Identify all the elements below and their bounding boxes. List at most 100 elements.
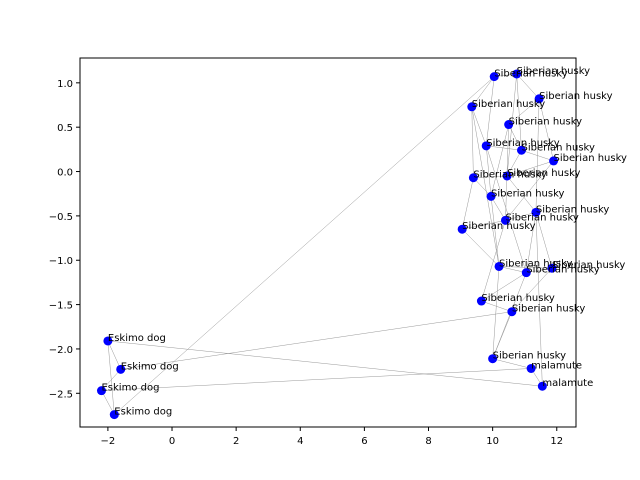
x-axis: −2 0 2 4 6 8 10 12 bbox=[101, 427, 563, 447]
point-label: Siberian husky bbox=[512, 304, 585, 315]
edge-line bbox=[516, 73, 540, 99]
edge-line bbox=[462, 220, 506, 230]
edge-layer bbox=[101, 73, 554, 415]
point-label: Siberian husky bbox=[507, 168, 580, 179]
y-tick-label: −2.0 bbox=[49, 345, 73, 356]
data-point bbox=[507, 307, 517, 317]
edge-line bbox=[486, 145, 522, 151]
x-tick-label: −2 bbox=[101, 436, 116, 447]
edge-line bbox=[107, 340, 543, 387]
point-label: Siberian husky bbox=[526, 265, 599, 276]
edge-line bbox=[516, 73, 522, 151]
edge-line bbox=[485, 145, 527, 273]
edge-line bbox=[506, 175, 537, 213]
edge-line bbox=[492, 272, 527, 359]
edge-line bbox=[101, 368, 532, 391]
data-point bbox=[467, 102, 477, 112]
data-point bbox=[486, 191, 496, 201]
edge-line bbox=[499, 266, 552, 269]
point-label: Siberian husky bbox=[486, 138, 559, 149]
point-layer bbox=[96, 69, 559, 420]
edge-line bbox=[471, 106, 487, 146]
point-label: Siberian husky bbox=[493, 351, 566, 362]
data-point bbox=[481, 141, 491, 151]
point-label: Siberian husky bbox=[499, 258, 572, 269]
edge-line bbox=[462, 229, 500, 267]
data-point bbox=[502, 171, 512, 181]
edge-line bbox=[498, 266, 527, 273]
data-point bbox=[116, 364, 126, 374]
y-tick-label: −2.5 bbox=[49, 389, 73, 400]
point-label: Siberian husky bbox=[517, 66, 590, 77]
data-point bbox=[457, 224, 467, 234]
edge-line bbox=[107, 340, 121, 370]
y-axis: −2.5 −2.0 −1.5 −1.0 −0.5 0.0 0.5 1.0 bbox=[49, 79, 80, 400]
edge-line bbox=[535, 212, 543, 387]
edge-line bbox=[521, 150, 554, 162]
edge-line bbox=[481, 300, 512, 312]
y-tick-label: 1.0 bbox=[57, 79, 73, 90]
axes-frame bbox=[79, 57, 577, 428]
edge-line bbox=[505, 160, 554, 221]
edge-line bbox=[481, 272, 527, 302]
edge-line bbox=[471, 106, 500, 267]
point-label: Eskimo dog bbox=[108, 333, 166, 344]
x-tick-label: 2 bbox=[233, 436, 239, 447]
point-label: Eskimo dog bbox=[114, 407, 172, 418]
edge-line bbox=[526, 212, 537, 273]
point-label: Siberian husky bbox=[509, 117, 582, 128]
data-point bbox=[537, 381, 547, 391]
y-tick-label: 0.5 bbox=[57, 123, 73, 134]
x-tick-label: 8 bbox=[425, 436, 431, 447]
data-point bbox=[549, 156, 559, 166]
edge-line bbox=[508, 98, 540, 125]
point-label: Siberian husky bbox=[505, 212, 578, 223]
edge-line bbox=[485, 76, 495, 146]
edge-line bbox=[107, 340, 115, 415]
data-point bbox=[494, 261, 504, 271]
data-point bbox=[534, 94, 544, 104]
edge-line bbox=[471, 106, 474, 178]
edge-line bbox=[490, 196, 500, 267]
point-label: malamute bbox=[531, 360, 582, 371]
data-point bbox=[547, 263, 557, 273]
edge-line bbox=[461, 177, 474, 230]
x-tick-label: 10 bbox=[486, 436, 499, 447]
x-tick-label: 6 bbox=[361, 436, 367, 447]
point-label: Eskimo dog bbox=[121, 361, 179, 372]
edge-line bbox=[473, 175, 508, 178]
data-point bbox=[516, 145, 526, 155]
edge-line bbox=[492, 358, 532, 369]
data-point bbox=[109, 410, 119, 420]
point-label: Siberian husky bbox=[462, 221, 535, 232]
edge-line bbox=[120, 311, 512, 370]
edge-line bbox=[506, 150, 522, 177]
data-point bbox=[468, 173, 478, 183]
edge-line bbox=[114, 76, 495, 415]
data-point bbox=[476, 296, 486, 306]
edge-line bbox=[508, 124, 522, 151]
data-point bbox=[500, 215, 510, 225]
point-label: Siberian husky bbox=[494, 69, 567, 80]
y-tick-label: −1.0 bbox=[49, 256, 73, 267]
point-label: Siberian husky bbox=[552, 260, 625, 271]
point-label: Siberian husky bbox=[521, 142, 594, 153]
point-label: Siberian husky bbox=[536, 204, 609, 215]
edge-line bbox=[471, 76, 495, 107]
y-tick-label: −1.5 bbox=[49, 301, 73, 312]
edge-line bbox=[490, 196, 506, 221]
y-tick-label: 0.0 bbox=[57, 168, 73, 179]
y-tick-label: −0.5 bbox=[49, 212, 73, 223]
data-point bbox=[488, 354, 498, 364]
edge-line bbox=[511, 268, 553, 312]
x-tick-label: 4 bbox=[297, 436, 303, 447]
data-point bbox=[521, 268, 531, 278]
edge-line bbox=[535, 212, 553, 269]
data-point bbox=[489, 72, 499, 82]
data-point bbox=[504, 120, 514, 130]
data-point bbox=[526, 363, 536, 373]
point-label: Siberian husky bbox=[473, 170, 546, 181]
edge-line bbox=[490, 124, 509, 197]
edge-line bbox=[492, 266, 500, 359]
